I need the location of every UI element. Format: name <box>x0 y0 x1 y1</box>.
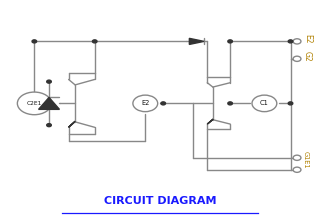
Circle shape <box>228 40 232 43</box>
Text: C1: C1 <box>260 100 269 106</box>
Polygon shape <box>207 119 213 124</box>
Circle shape <box>288 102 293 105</box>
Polygon shape <box>39 97 60 109</box>
Text: C2E1: C2E1 <box>27 101 42 106</box>
Polygon shape <box>189 38 204 44</box>
Circle shape <box>293 167 301 172</box>
Text: CIRCUIT DIAGRAM: CIRCUIT DIAGRAM <box>104 196 216 206</box>
Text: G1E1: G1E1 <box>303 151 309 168</box>
Circle shape <box>17 92 51 115</box>
Circle shape <box>32 40 37 43</box>
Text: E2: E2 <box>141 100 150 106</box>
Circle shape <box>161 102 166 105</box>
Polygon shape <box>69 121 75 127</box>
Circle shape <box>93 40 97 43</box>
Text: G2: G2 <box>303 51 312 62</box>
Circle shape <box>293 56 301 61</box>
Circle shape <box>293 39 301 44</box>
Circle shape <box>288 40 293 43</box>
Circle shape <box>228 102 232 105</box>
Text: E2: E2 <box>303 34 312 44</box>
Circle shape <box>47 124 51 127</box>
Circle shape <box>252 95 277 112</box>
Circle shape <box>47 80 51 83</box>
Circle shape <box>293 155 301 160</box>
Circle shape <box>133 95 158 112</box>
